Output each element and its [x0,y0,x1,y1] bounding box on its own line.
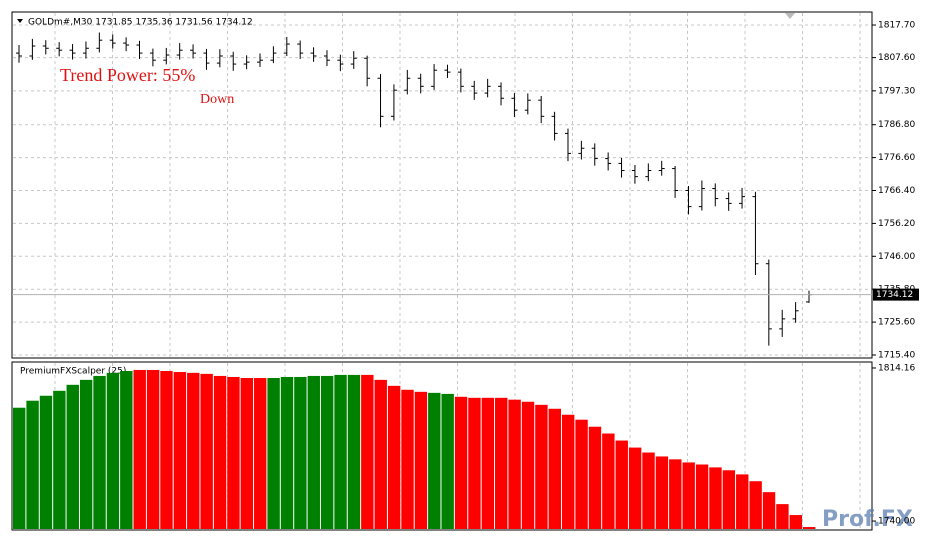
histogram-bar [294,376,307,529]
histogram-bar [789,515,803,529]
histogram-bar [160,370,173,529]
y-tick-label: 1807.60 [878,53,915,63]
histogram-bar [374,379,387,529]
histogram-bar [93,375,106,529]
price-label-box [873,288,919,301]
histogram-bar [615,440,628,529]
y-tick-label: 1786.80 [878,120,915,130]
y-tick-label: 1725.60 [878,318,915,328]
histogram-bar [387,385,401,529]
y-tick-label: 1797.30 [878,86,915,96]
y-tick-label: 1746.00 [878,252,915,262]
histogram-bar [187,372,200,529]
histogram-bar [320,375,334,529]
y-tick-label: 1740.00 [878,517,915,527]
histogram-bar [548,408,561,529]
histogram-bar [414,391,428,529]
histogram-bar [66,384,79,529]
histogram-bar [441,393,454,529]
histogram-bar [695,464,709,529]
histogram-bar [428,392,441,529]
histogram-bar [508,399,521,529]
histogram-bar [79,379,93,529]
histogram-bar [53,390,66,529]
histogram-bar [736,474,749,529]
histogram-bar [762,492,776,529]
histogram-bar [280,376,294,529]
histogram-bar [468,397,481,529]
histogram-bar [803,527,816,529]
symbol-menu-icon [17,19,23,23]
histogram-bar [642,452,655,529]
histogram-bar [267,378,280,529]
histogram-bar [655,456,669,529]
histogram-bar [535,404,548,529]
histogram-bar [561,414,575,529]
histogram-bar [173,372,187,529]
y-tick-label: 1776.60 [878,153,915,163]
histogram-bar [26,400,39,529]
histogram-bar [495,397,508,529]
histogram-bar [722,470,736,529]
histogram-bar [749,481,762,529]
price-label: 1734.12 [876,290,913,300]
histogram-bar [575,419,588,529]
shift-marker [785,13,795,19]
histogram-bar [588,426,602,529]
histogram-bar [254,378,267,529]
indicator-title: PremiumFXScalper (25) [20,367,126,377]
histogram-bar [347,374,361,529]
histogram-bar [39,395,53,529]
symbol-info: GOLDm#,M30 1731.85 1735.36 1731.56 1734.… [28,18,253,28]
watermark: Prof.FX [822,507,913,532]
y-tick-label: 1814.16 [878,363,915,373]
histogram-bar [682,462,695,529]
histogram-bar [146,369,160,529]
histogram-bar [521,401,535,529]
trend-power: Trend Power: 55% [60,65,195,85]
y-tick-label: 1817.70 [878,21,915,31]
histogram-bar [227,376,240,529]
histogram-bar [200,373,213,529]
main-plot-frame [11,11,873,359]
histogram-bar [776,504,789,529]
histogram-bar [106,372,120,529]
histogram-bar [213,375,227,529]
histogram-bar [13,407,26,529]
histogram-bar [481,397,495,529]
histogram-bar [709,467,722,529]
histogram-bar [334,374,347,529]
histogram-bar [669,459,682,529]
histogram-bar [602,433,615,529]
histogram-bar [454,396,468,529]
y-tick-label: 1715.40 [878,351,915,361]
histogram-bar [361,374,374,529]
y-tick-label: 1756.20 [878,219,915,229]
trend-direction: Down [200,92,234,107]
y-tick-label: 1766.40 [878,186,915,196]
histogram-bar [133,369,146,529]
histogram-bar [628,447,642,529]
histogram-bar [120,370,133,529]
histogram-bar [401,389,414,529]
histogram-bar [307,375,320,529]
histogram-bar [240,378,254,529]
